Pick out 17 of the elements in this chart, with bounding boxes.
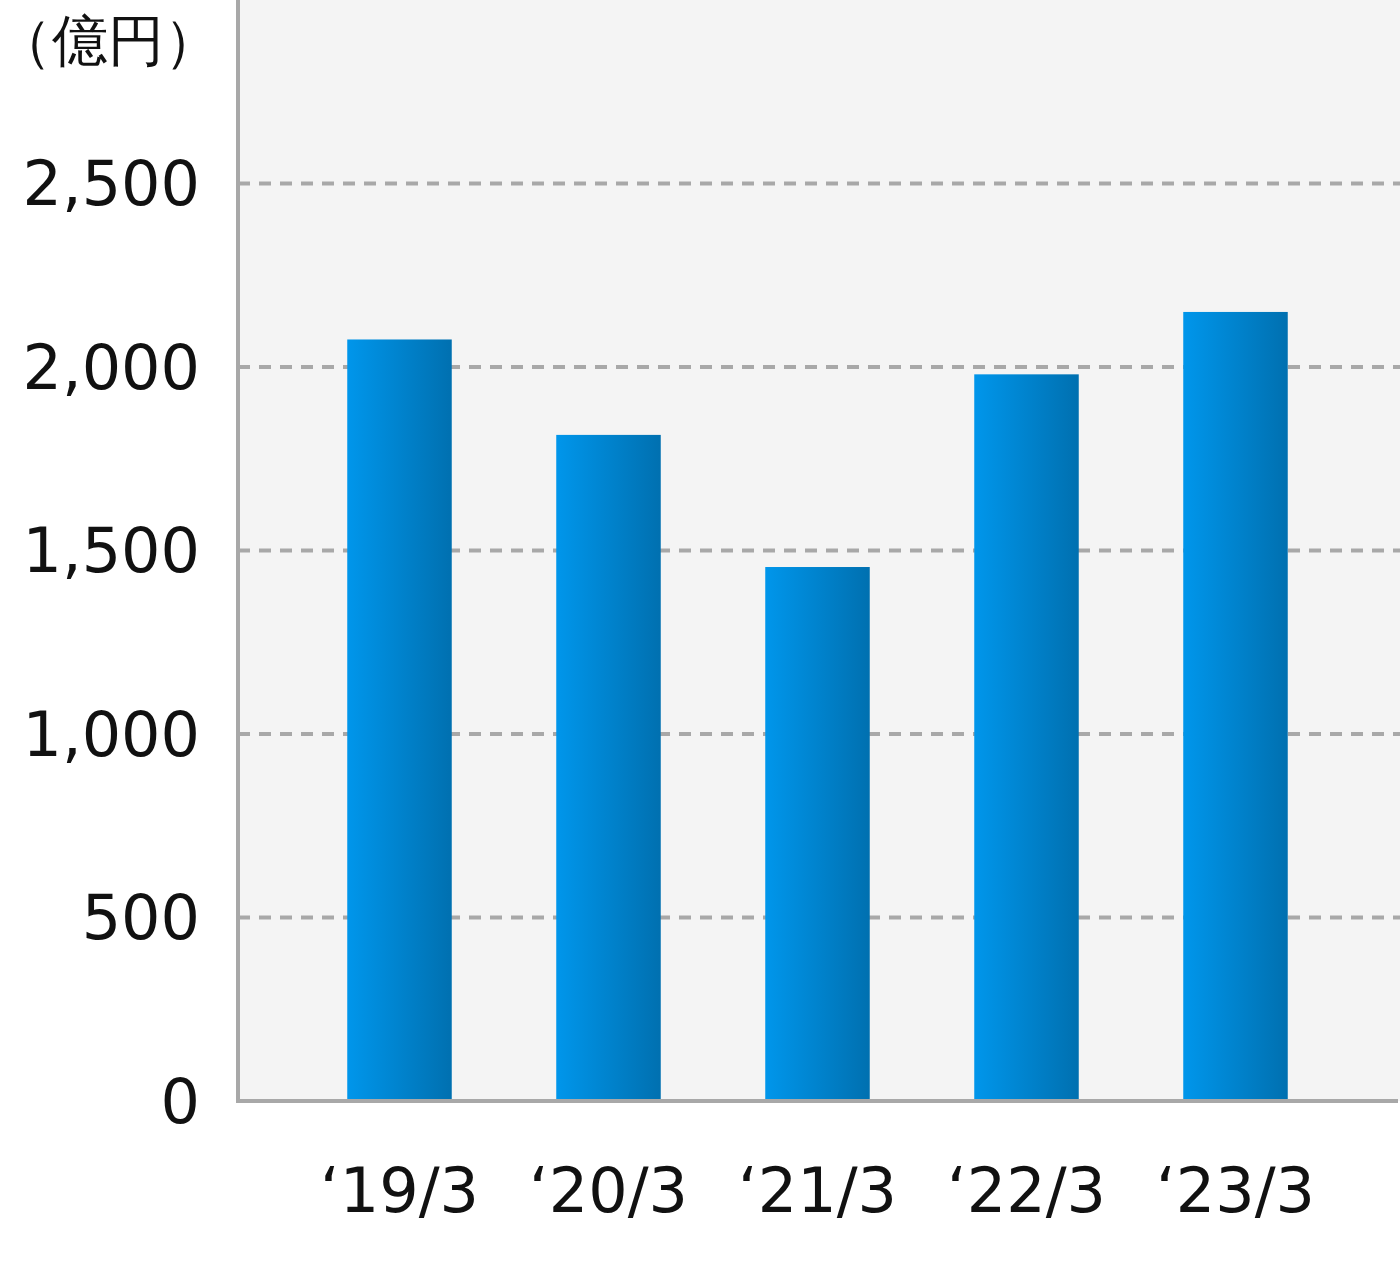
x-tick-label: ‘22/3 xyxy=(947,1154,1106,1227)
bar xyxy=(765,567,870,1101)
y-tick-label: 2,500 xyxy=(22,147,200,221)
bar xyxy=(1183,311,1288,1101)
x-tick-label: ‘20/3 xyxy=(529,1154,688,1227)
y-tick-label: 2,000 xyxy=(22,330,200,404)
bar xyxy=(974,374,1079,1101)
y-tick-label: 500 xyxy=(81,881,200,955)
x-tick-label: ‘21/3 xyxy=(738,1154,897,1227)
y-tick-label: 0 xyxy=(160,1064,200,1138)
x-tick-label: ‘23/3 xyxy=(1156,1154,1315,1227)
y-tick-label: 1,000 xyxy=(22,697,200,771)
bar xyxy=(347,339,452,1101)
y-tick-label: 1,500 xyxy=(22,514,200,588)
bar xyxy=(556,434,661,1101)
y-axis-title: （億円） xyxy=(0,8,220,73)
x-tick-label: ‘19/3 xyxy=(320,1154,479,1227)
